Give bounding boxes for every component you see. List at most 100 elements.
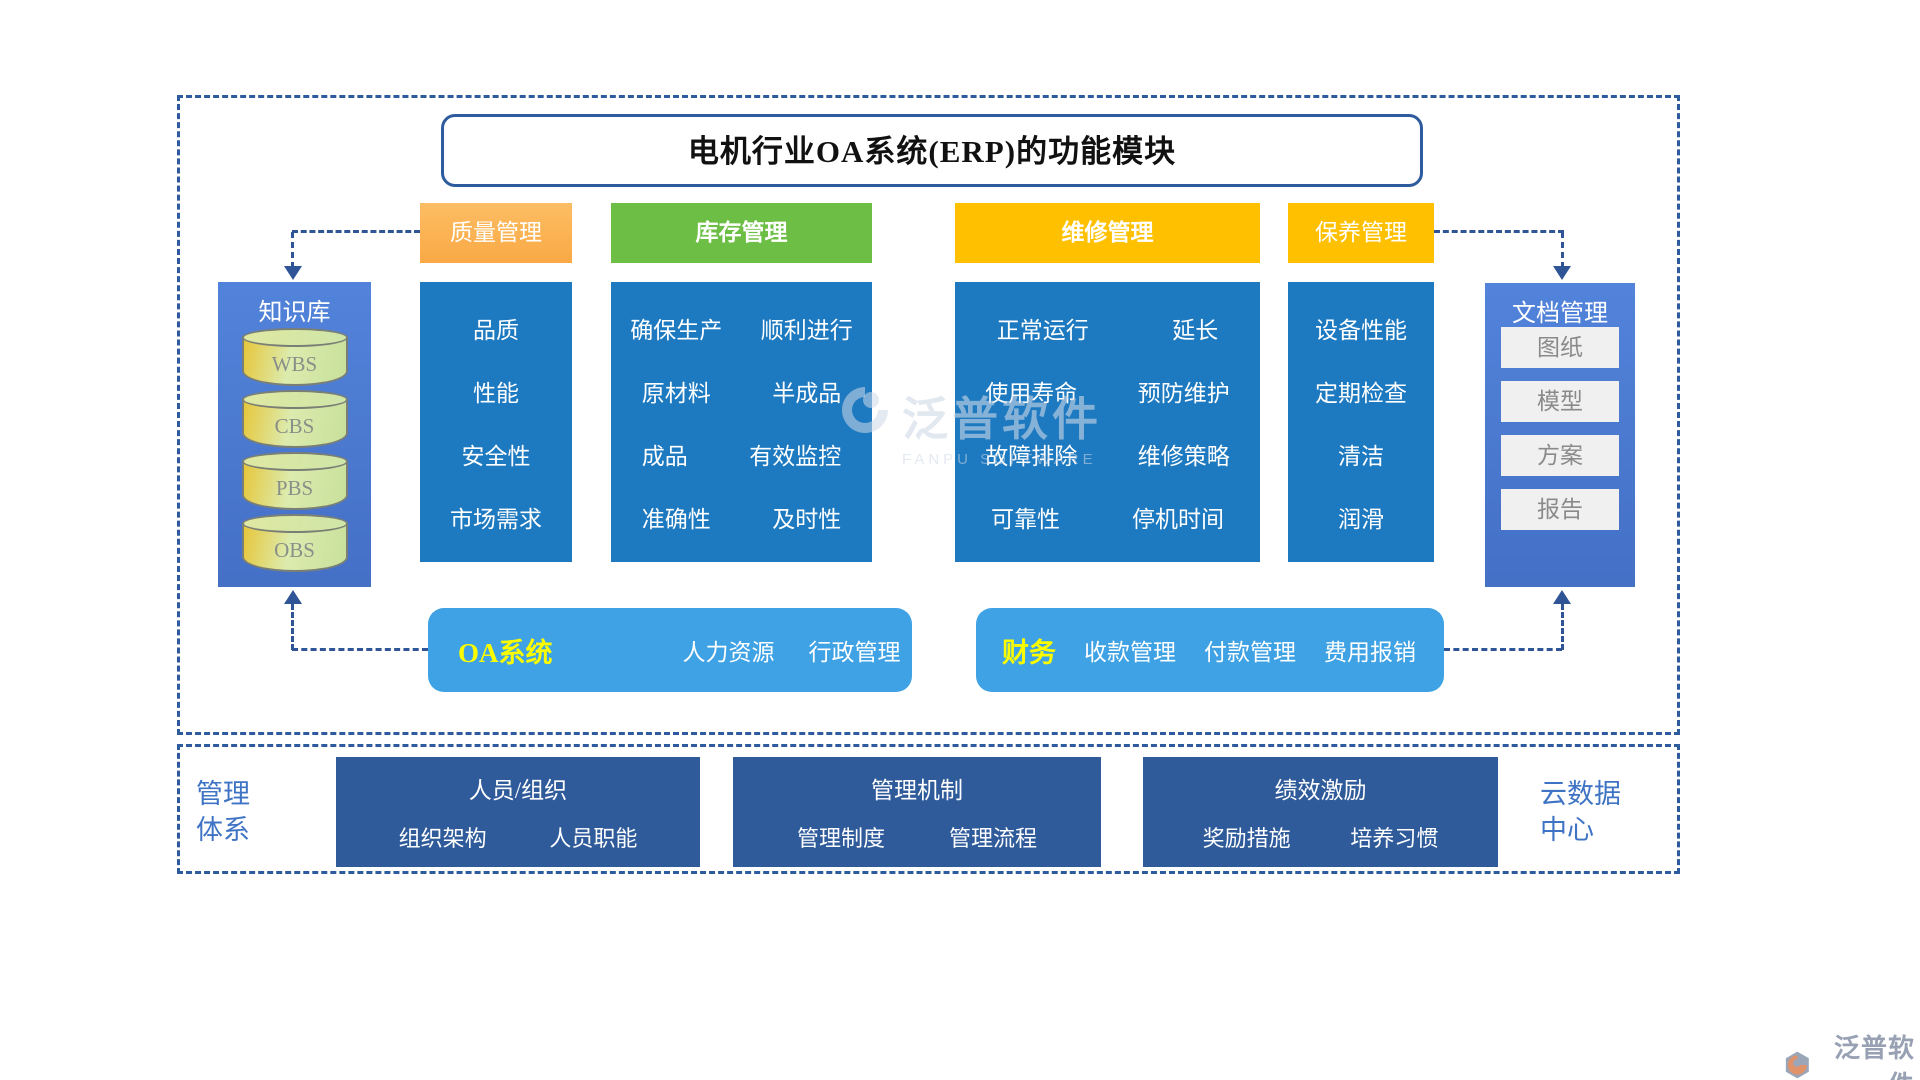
bottom-item: 管理制度 — [796, 826, 885, 851]
maintenance-item: 设备性能 — [1315, 317, 1407, 343]
bottom-item: 组织架构 — [398, 826, 487, 851]
finance-label: 财务 — [1002, 637, 1056, 668]
knowledge-base-title: 知识库 — [258, 300, 331, 326]
inventory-item: 准确性 — [641, 506, 711, 532]
inventory-item: 及时性 — [772, 506, 842, 532]
management-mechanism-box: 管理机制 管理制度 管理流程 — [733, 757, 1101, 867]
document-management-title: 文档管理 — [1512, 301, 1608, 327]
brand-logo: 泛普软件 www.fanpusoft.com — [1783, 1028, 1915, 1080]
oa-system-bar: OA系统 人力资源 行政管理 — [428, 608, 912, 692]
maintenance-item: 清洁 — [1338, 443, 1384, 469]
header-repair-management: 维修管理 — [955, 203, 1260, 263]
cylinder-label: CBS — [274, 414, 315, 438]
header-inventory-management: 库存管理 — [611, 203, 872, 263]
people-organization-box: 人员/组织 组织架构 人员职能 — [336, 757, 700, 867]
bottom-item: 人员职能 — [549, 826, 638, 851]
connector-doc-vertical — [1561, 232, 1564, 268]
repair-item: 维修策略 — [1137, 443, 1230, 469]
database-cylinder: WBS — [241, 328, 348, 386]
cylinder-body — [241, 461, 348, 510]
inventory-row: 准确性 及时性 — [611, 500, 872, 534]
cloud-data-center-line2: 中心 — [1540, 815, 1594, 845]
connector-maintain-to-doc — [1434, 230, 1564, 233]
quality-content-box: 品质 性能 安全性 市场需求 — [420, 282, 572, 562]
maintenance-item: 润滑 — [1338, 506, 1384, 532]
database-cylinder: OBS — [241, 514, 348, 572]
cylinder-label: WBS — [271, 352, 318, 376]
repair-row: 正常运行 延长 — [955, 311, 1260, 345]
connector-quality-to-kb — [292, 230, 420, 233]
bottom-item: 奖励措施 — [1202, 826, 1291, 851]
management-system-label: 管理 体系 — [196, 776, 250, 848]
top-dashed-frame — [177, 95, 1680, 735]
management-system-line1: 管理 — [196, 779, 250, 809]
inventory-content-box: 确保生产 顺利进行 原材料 半成品 成品 有效监控 准确性 及时性 — [611, 282, 872, 562]
cylinder-label: PBS — [275, 476, 314, 500]
repair-item: 延长 — [1172, 317, 1219, 343]
repair-item: 使用寿命 — [985, 380, 1078, 406]
repair-item: 预防维护 — [1137, 380, 1230, 406]
arrow-up-to-knowledge-base — [284, 590, 302, 604]
repair-row: 使用寿命 预防维护 — [955, 374, 1260, 408]
cloud-data-center-line1: 云数据 — [1540, 779, 1621, 809]
finance-bar-item: 付款管理 — [1204, 640, 1296, 665]
management-mechanism-title: 管理机制 — [871, 778, 963, 803]
cylinder-top — [241, 452, 348, 471]
quality-item: 市场需求 — [450, 506, 542, 532]
inventory-item: 成品 — [641, 443, 688, 469]
brand-hexagon-icon — [1785, 1051, 1809, 1079]
database-cylinder: PBS — [241, 452, 348, 510]
database-cylinder: CBS — [241, 390, 348, 448]
cloud-data-center-label: 云数据 中心 — [1540, 776, 1621, 848]
inventory-item: 有效监控 — [749, 443, 842, 469]
inventory-row: 原材料 半成品 — [611, 374, 872, 408]
inventory-item: 原材料 — [641, 380, 711, 406]
repair-row: 可靠性 停机时间 — [955, 500, 1260, 534]
connector-oa-to-kb — [292, 648, 428, 651]
header-quality-management: 质量管理 — [420, 203, 572, 263]
people-organization-items: 组织架构 人员职能 — [336, 821, 700, 853]
finance-bar: 财务 收款管理 付款管理 费用报销 — [976, 608, 1444, 692]
quality-item: 性能 — [473, 380, 519, 406]
bottom-item: 管理流程 — [948, 826, 1037, 851]
connector-oa-vertical — [291, 604, 294, 650]
brand-name: 泛普软件 — [1833, 1034, 1915, 1080]
management-mechanism-items: 管理制度 管理流程 — [733, 821, 1101, 853]
cylinder-top — [241, 328, 348, 347]
people-organization-title: 人员/组织 — [468, 778, 568, 803]
repair-item: 故障排除 — [985, 443, 1078, 469]
performance-incentive-title: 绩效激励 — [1274, 778, 1367, 803]
cylinder-top — [241, 390, 348, 409]
inventory-item: 顺利进行 — [760, 317, 853, 343]
maintenance-content-box: 设备性能 定期检查 清洁 润滑 — [1288, 282, 1434, 562]
repair-row: 故障排除 维修策略 — [955, 437, 1260, 471]
arrow-down-to-document-panel — [1553, 266, 1571, 280]
finance-bar-item: 费用报销 — [1324, 640, 1416, 665]
quality-item: 安全性 — [461, 443, 531, 469]
brand-row: 泛普软件 — [1783, 1028, 1915, 1080]
inventory-item: 半成品 — [772, 380, 842, 406]
page-title: 电机行业OA系统(ERP)的功能模块 — [441, 114, 1423, 187]
repair-item: 正常运行 — [996, 317, 1089, 343]
arrow-down-to-knowledge-base — [284, 266, 302, 280]
inventory-row: 确保生产 顺利进行 — [611, 311, 872, 345]
connector-finance-vertical — [1561, 604, 1564, 650]
doc-item: 模型 — [1501, 381, 1619, 422]
connector-finance-to-doc — [1444, 648, 1562, 651]
bottom-dashed-frame — [177, 744, 1680, 874]
header-maintenance-management: 保养管理 — [1288, 203, 1434, 263]
cylinder-label: OBS — [274, 538, 315, 562]
repair-content-box: 正常运行 延长 使用寿命 预防维护 故障排除 维修策略 可靠性 停机时间 — [955, 282, 1260, 562]
performance-incentive-box: 绩效激励 奖励措施 培养习惯 — [1143, 757, 1498, 867]
doc-item: 报告 — [1501, 489, 1619, 530]
oa-bar-item: 行政管理 — [808, 640, 901, 665]
document-management-panel: 文档管理 图纸 模型 方案 报告 — [1485, 283, 1635, 587]
repair-item: 停机时间 — [1132, 506, 1224, 532]
inventory-item: 确保生产 — [630, 317, 723, 343]
oa-bar-item: 人力资源 — [682, 640, 775, 665]
repair-item: 可靠性 — [991, 506, 1060, 532]
arrow-up-to-document-panel — [1553, 590, 1571, 604]
bottom-item: 培养习惯 — [1350, 826, 1439, 851]
oa-system-label: OA系统 — [458, 637, 553, 668]
maintenance-item: 定期检查 — [1315, 380, 1407, 406]
